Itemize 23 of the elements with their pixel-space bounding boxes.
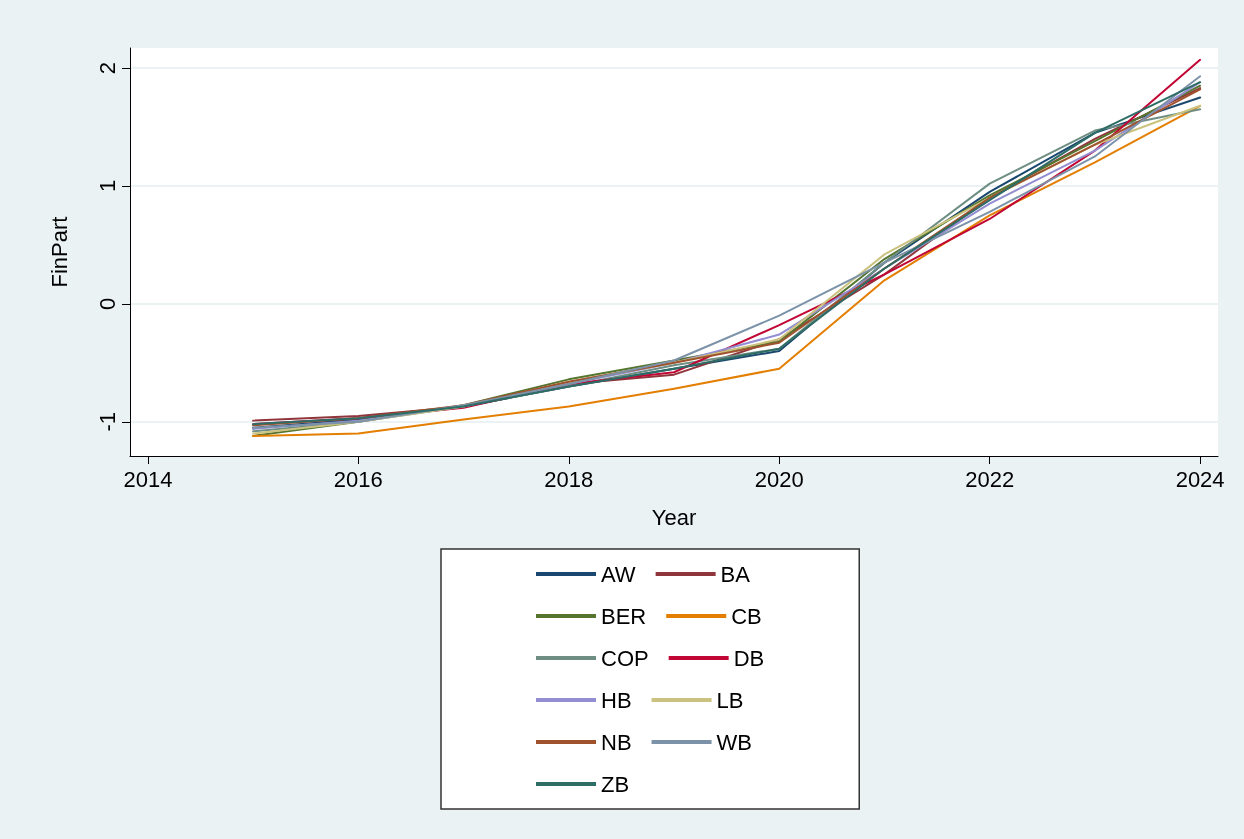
legend-label: ZB [601, 771, 630, 797]
legend-label: WB [716, 729, 753, 755]
legend-label: BER [601, 603, 647, 629]
x-tick-label: 2024 [1175, 466, 1225, 492]
y-tick-label: 1 [94, 179, 120, 193]
legend-label: DB [733, 645, 765, 671]
x-tick-label: 2018 [544, 466, 594, 492]
legend-label: BA [720, 561, 751, 587]
y-tick-label: -1 [94, 412, 120, 432]
x-axis-title: Year [651, 504, 697, 530]
y-tick-label: 2 [94, 61, 120, 75]
legend-label: AW [601, 561, 636, 587]
x-tick-label: 2022 [965, 466, 1015, 492]
legend-label: NB [601, 729, 632, 755]
x-tick-label: 2020 [754, 466, 804, 492]
legend-label: COP [601, 645, 649, 671]
x-tick-label: 2016 [333, 466, 383, 492]
x-tick-label: 2014 [123, 466, 173, 492]
y-tick-label: 0 [94, 297, 120, 311]
legend-label: LB [716, 687, 744, 713]
legend-label: HB [601, 687, 632, 713]
y-axis-title: FinPart [46, 216, 72, 288]
legend-label: CB [731, 603, 762, 629]
